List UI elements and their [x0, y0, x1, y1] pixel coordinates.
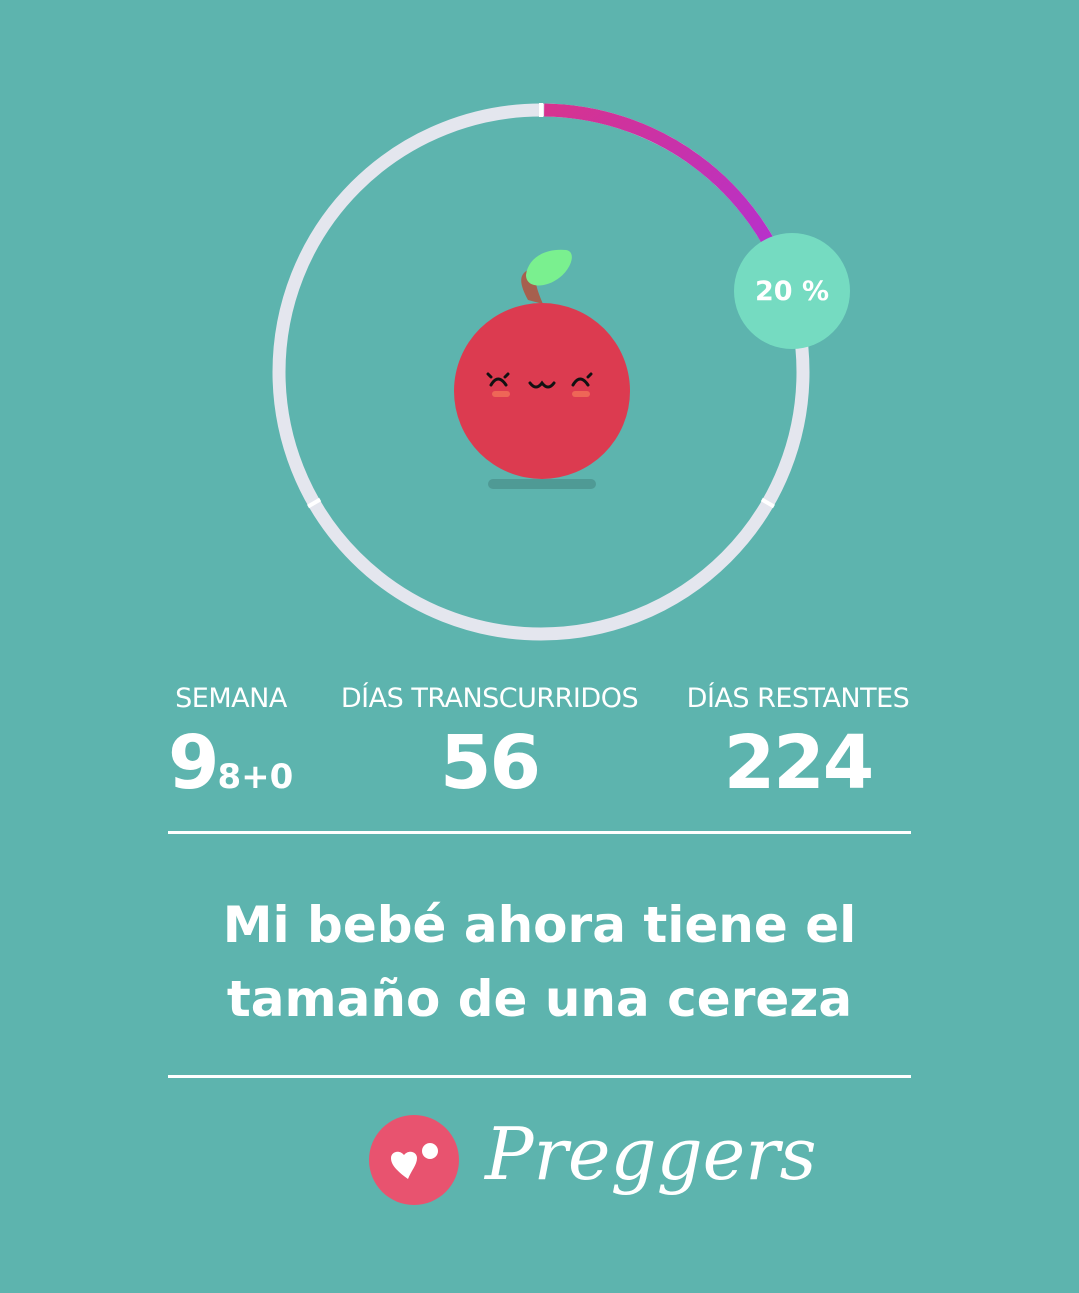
size-message: Mi bebé ahora tiene el tamaño de una cer…	[0, 888, 1079, 1036]
cherry-leaf	[526, 249, 572, 286]
size-message-line2: tamaño de una cereza	[226, 970, 853, 1028]
stat-week: SEMANA 98+0	[168, 683, 294, 800]
stat-remaining-days: DÍAS RESTANTES 224	[685, 683, 911, 800]
brand-name: Preggers	[485, 1112, 817, 1196]
cherry-shadow	[488, 479, 596, 489]
trimester-tick	[760, 497, 775, 509]
size-message-line1: Mi bebé ahora tiene el	[222, 896, 857, 954]
mouth	[528, 380, 556, 389]
right-blush	[572, 391, 590, 397]
trimester-tick	[307, 497, 322, 509]
preggers-logo-icon	[369, 1115, 459, 1205]
remaining-label: DÍAS RESTANTES	[686, 683, 910, 714]
left-eye	[486, 372, 510, 387]
trimester-ticks	[307, 103, 775, 509]
week-sub-value: 8+0	[217, 757, 294, 797]
week-label: SEMANA	[175, 683, 287, 714]
stat-elapsed-days: DÍAS TRANSCURRIDOS 56	[332, 683, 647, 800]
divider-bottom	[168, 1075, 911, 1078]
cherry-illustration	[454, 249, 630, 489]
week-value: 9	[168, 720, 219, 806]
elapsed-value: 56	[440, 720, 541, 806]
progress-ring	[272, 103, 810, 641]
elapsed-label: DÍAS TRANSCURRIDOS	[340, 683, 639, 714]
remaining-value: 224	[723, 720, 874, 806]
progress-percent-badge: 20 %	[734, 233, 850, 349]
divider-top	[168, 831, 911, 834]
left-blush	[492, 391, 510, 397]
cherry-body	[454, 303, 630, 479]
right-eye	[571, 372, 593, 387]
heart-icon	[391, 1151, 417, 1179]
